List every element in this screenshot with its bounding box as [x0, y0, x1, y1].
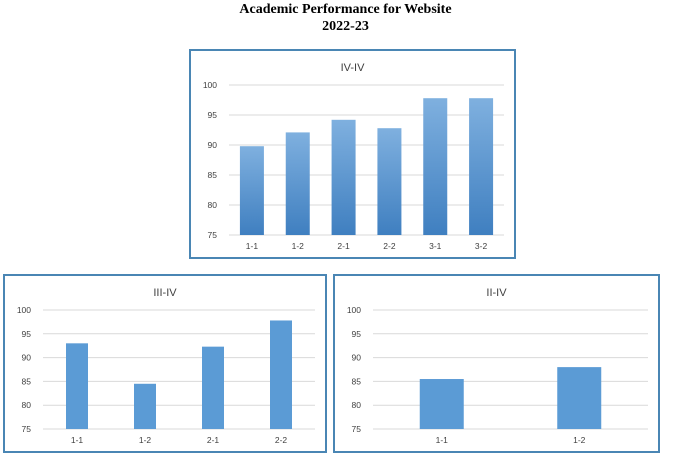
x-tick-label-1-2: 1-2 [573, 435, 586, 445]
x-tick-label-3-2: 3-2 [475, 241, 488, 251]
chart-panel-iii-iv: III-IV 75 80 85 90 95 100 1-1 1-2 2-1 2-2 [3, 274, 327, 453]
bar-1-2 [285, 132, 310, 235]
bar-1-1 [239, 146, 264, 235]
y-tick-label-100: 100 [17, 305, 31, 315]
page-subtitle-year: 2022-23 [322, 19, 369, 34]
page-title: Academic Performance for Website [239, 2, 452, 17]
bar-1-1 [419, 379, 464, 429]
y-tick-label-80: 80 [208, 200, 218, 210]
y-tick-label-95: 95 [22, 329, 32, 339]
y-tick-label-85: 85 [208, 170, 218, 180]
y-tick-label-95: 95 [208, 110, 218, 120]
bar-1-2 [557, 367, 602, 429]
chart-iii-iv: III-IV 75 80 85 90 95 100 1-1 1-2 2-1 2-2 [17, 287, 315, 445]
x-tick-label-3-1: 3-1 [429, 241, 442, 251]
x-tick-label-2-1: 2-1 [207, 435, 220, 445]
bar-1-1 [66, 343, 88, 429]
chart-title-ii-iv: II-IV [486, 287, 507, 299]
x-tick-label-1-1: 1-1 [436, 435, 449, 445]
y-tick-label-85: 85 [22, 376, 32, 386]
y-tick-label-80: 80 [352, 400, 362, 410]
bar-2-2 [270, 320, 292, 429]
y-tick-label-85: 85 [352, 376, 362, 386]
chart-title-iii-iv: III-IV [153, 287, 177, 299]
chart-title-iv-iv: IV-IV [341, 62, 366, 74]
y-tick-label-75: 75 [208, 230, 218, 240]
chart-ii-iv: II-IV 75 80 85 90 95 100 1-1 1-2 [347, 287, 648, 445]
bar-2-2 [377, 128, 402, 235]
x-tick-label-2-2: 2-2 [383, 241, 396, 251]
y-tick-label-75: 75 [22, 424, 32, 434]
y-tick-label-95: 95 [352, 329, 362, 339]
x-tick-label-1-1: 1-1 [71, 435, 84, 445]
y-tick-label-90: 90 [352, 353, 362, 363]
bar-2-1 [331, 119, 356, 235]
y-tick-label-75: 75 [352, 424, 362, 434]
y-tick-label-80: 80 [22, 400, 32, 410]
bar-3-2 [469, 98, 494, 235]
x-tick-label-1-2: 1-2 [139, 435, 152, 445]
x-tick-label-1-1: 1-1 [246, 241, 259, 251]
chart-panel-iv-iv: IV-IV 75 80 85 90 95 100 1-1 1-2 2-1 2-2 3-1 3-2 [189, 49, 516, 259]
x-tick-label-2-2: 2-2 [275, 435, 288, 445]
x-tick-label-2-1: 2-1 [337, 241, 350, 251]
y-tick-label-90: 90 [208, 140, 218, 150]
bar-2-1 [202, 346, 224, 429]
bar-3-1 [423, 98, 448, 235]
bar-1-2 [134, 383, 156, 429]
y-tick-label-90: 90 [22, 353, 32, 363]
chart-iv-iv: IV-IV 75 80 85 90 95 100 1-1 1-2 2-1 2-2 3-1 3-2 [203, 62, 504, 251]
y-tick-label-100: 100 [203, 80, 217, 90]
y-tick-label-100: 100 [347, 305, 361, 315]
x-tick-label-1-2: 1-2 [292, 241, 305, 251]
chart-panel-ii-iv: II-IV 75 80 85 90 95 100 1-1 1-2 [333, 274, 660, 453]
